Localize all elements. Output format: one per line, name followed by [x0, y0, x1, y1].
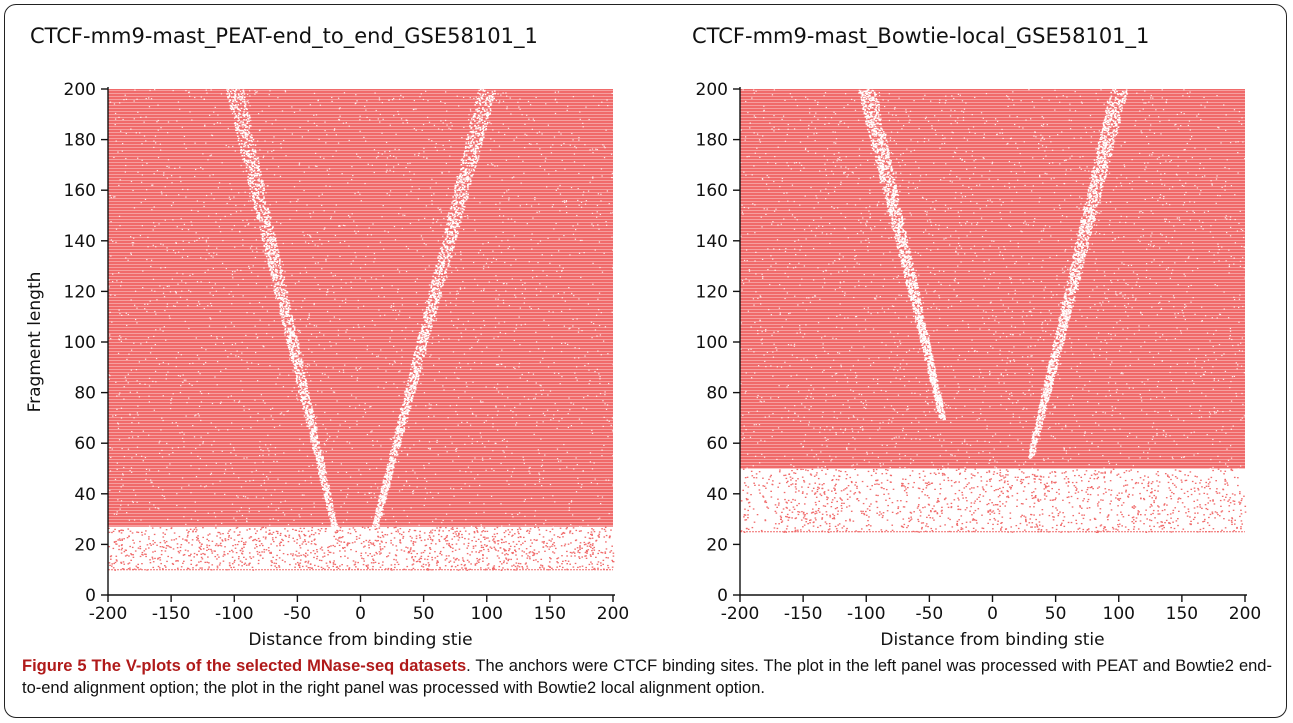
x-tick-label: -150 [784, 604, 823, 624]
fragment-row-lines [740, 90, 1245, 469]
y-tick-label: 100 [696, 333, 728, 353]
x-tick-label: 0 [355, 604, 366, 624]
depleted-band-left [858, 87, 946, 421]
x-tick-label: -50 [283, 604, 311, 624]
y-tick-label: 160 [696, 181, 728, 201]
y-tick-label: 100 [64, 333, 96, 353]
y-axis-label: Fragment length [25, 272, 45, 413]
y-tick-label: 80 [706, 384, 728, 404]
caption-text: . The anchors were CTCF binding sites. T… [22, 657, 1272, 697]
left-vplot: 0 20 40 60 80 100 120 140 160 180 200 -200 -150 -100 -… [25, 80, 629, 650]
x-axis-label: Distance from binding stie [880, 630, 1104, 650]
y-tick-label: 80 [74, 384, 96, 404]
x-tick-label: 50 [413, 604, 435, 624]
x-tick-label: 0 [987, 604, 998, 624]
x-tick-label: 150 [1166, 604, 1198, 624]
x-tick-label: 100 [1103, 604, 1135, 624]
fragment-row-lines [108, 90, 613, 526]
dense-region-noise [740, 89, 1247, 470]
figure-caption: Figure 5 The V-plots of the selected MNa… [22, 655, 1272, 699]
right-panel-title: CTCF-mm9-mast_Bowtie-local_GSE58101_1 [692, 24, 1150, 48]
y-tick-label: 20 [706, 535, 728, 555]
left-panel-title: CTCF-mm9-mast_PEAT-end_to_end_GSE58101_1 [30, 24, 538, 48]
x-tick-label: -200 [89, 604, 128, 624]
x-tick-label: 50 [1045, 604, 1067, 624]
x-tick-label: -200 [721, 604, 760, 624]
y-tick-label: 200 [696, 80, 728, 100]
x-tick-label: -100 [215, 604, 254, 624]
x-tick-label: -100 [847, 604, 886, 624]
x-tick-label: 150 [534, 604, 566, 624]
y-tick-label: 20 [74, 535, 96, 555]
y-tick-label: 120 [696, 282, 728, 302]
y-tick-label: 0 [717, 586, 728, 606]
x-tick-label: -50 [915, 604, 943, 624]
y-tick-label: 60 [74, 434, 96, 454]
x-axis-label: Distance from binding stie [248, 630, 472, 650]
y-tick-label: 180 [64, 131, 96, 151]
caption-title: Figure 5 The V-plots of the selected MNa… [22, 657, 467, 675]
y-tick-label: 140 [696, 232, 728, 252]
right-vplot: 0 20 40 60 80 100 120 140 160 180 200 -200 -150 -100 -… [696, 80, 1262, 650]
x-tick-label: -150 [152, 604, 191, 624]
y-tick-label: 140 [64, 232, 96, 252]
sparse-points [108, 526, 615, 571]
y-tick-label: 160 [64, 181, 96, 201]
y-tick-label: 180 [696, 131, 728, 151]
sparse-points [740, 468, 1247, 534]
y-tick-label: 200 [64, 80, 96, 100]
depleted-band-left [226, 87, 340, 535]
dense-point-region [108, 89, 613, 527]
y-tick-label: 40 [706, 485, 728, 505]
y-tick-label: 40 [74, 485, 96, 505]
depleted-bands [858, 87, 1129, 459]
y-tick-label: 120 [64, 282, 96, 302]
y-tick-label: 0 [85, 586, 96, 606]
x-tick-label: 100 [471, 604, 503, 624]
figure-frame [4, 4, 1287, 718]
x-tick-label: 200 [597, 604, 629, 624]
dense-region-noise [108, 89, 615, 528]
y-tick-label: 60 [706, 434, 728, 454]
depleted-band-right [1028, 88, 1129, 459]
x-tick-label: 200 [1229, 604, 1261, 624]
